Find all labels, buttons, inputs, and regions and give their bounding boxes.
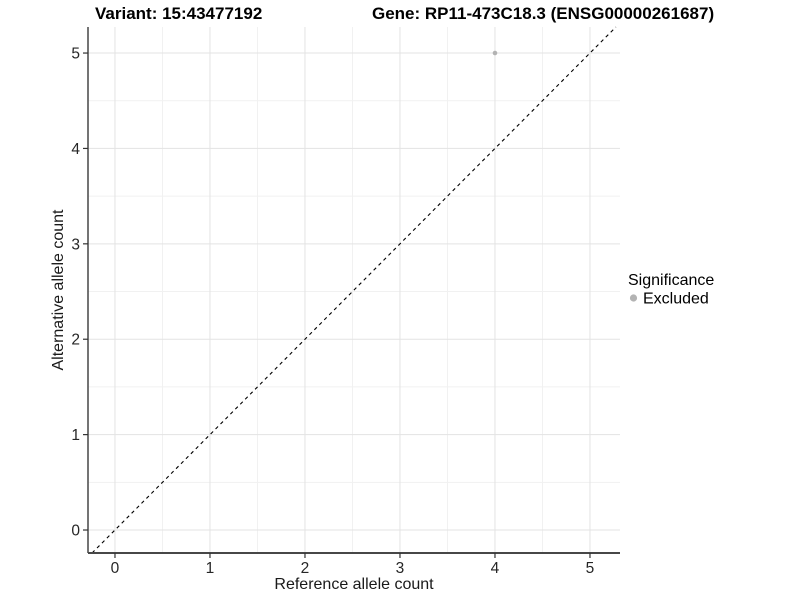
major-gridlines — [88, 27, 620, 553]
y-tick-label: 2 — [71, 332, 80, 349]
legend-key-dot — [629, 294, 638, 302]
x-tick-label: 5 — [586, 560, 595, 577]
data-point — [492, 50, 498, 56]
x-tick-labels: 0 1 2 3 4 5 — [111, 560, 595, 577]
y-tick-label: 0 — [71, 523, 80, 540]
data-points — [492, 50, 498, 56]
x-tick-label: 4 — [491, 560, 500, 577]
minor-gridlines — [88, 27, 620, 553]
y-tick-labels: 0 1 2 3 4 5 — [71, 46, 80, 540]
tick-marks — [83, 52, 591, 558]
x-tick-label: 3 — [396, 560, 405, 577]
x-axis-label: Reference allele count — [274, 576, 434, 593]
axis-lines — [87, 27, 620, 554]
y-axis-label: Alternative allele count — [50, 209, 67, 371]
y-tick-label: 3 — [71, 236, 80, 253]
gene-title: Gene: RP11-473C18.3 (ENSG00000261687) — [372, 4, 714, 23]
identity-line — [91, 26, 617, 554]
legend-title: Significance — [628, 272, 714, 289]
y-tick-label: 1 — [71, 427, 80, 444]
y-tick-label: 4 — [71, 141, 80, 158]
legend-item-label: Excluded — [643, 291, 709, 308]
variant-title: Variant: 15:43477192 — [95, 4, 262, 23]
x-tick-label: 2 — [301, 560, 310, 577]
x-tick-label: 0 — [111, 560, 120, 577]
legend-items: Excluded — [629, 291, 709, 308]
y-tick-label: 5 — [71, 46, 80, 63]
x-tick-label: 1 — [206, 560, 215, 577]
